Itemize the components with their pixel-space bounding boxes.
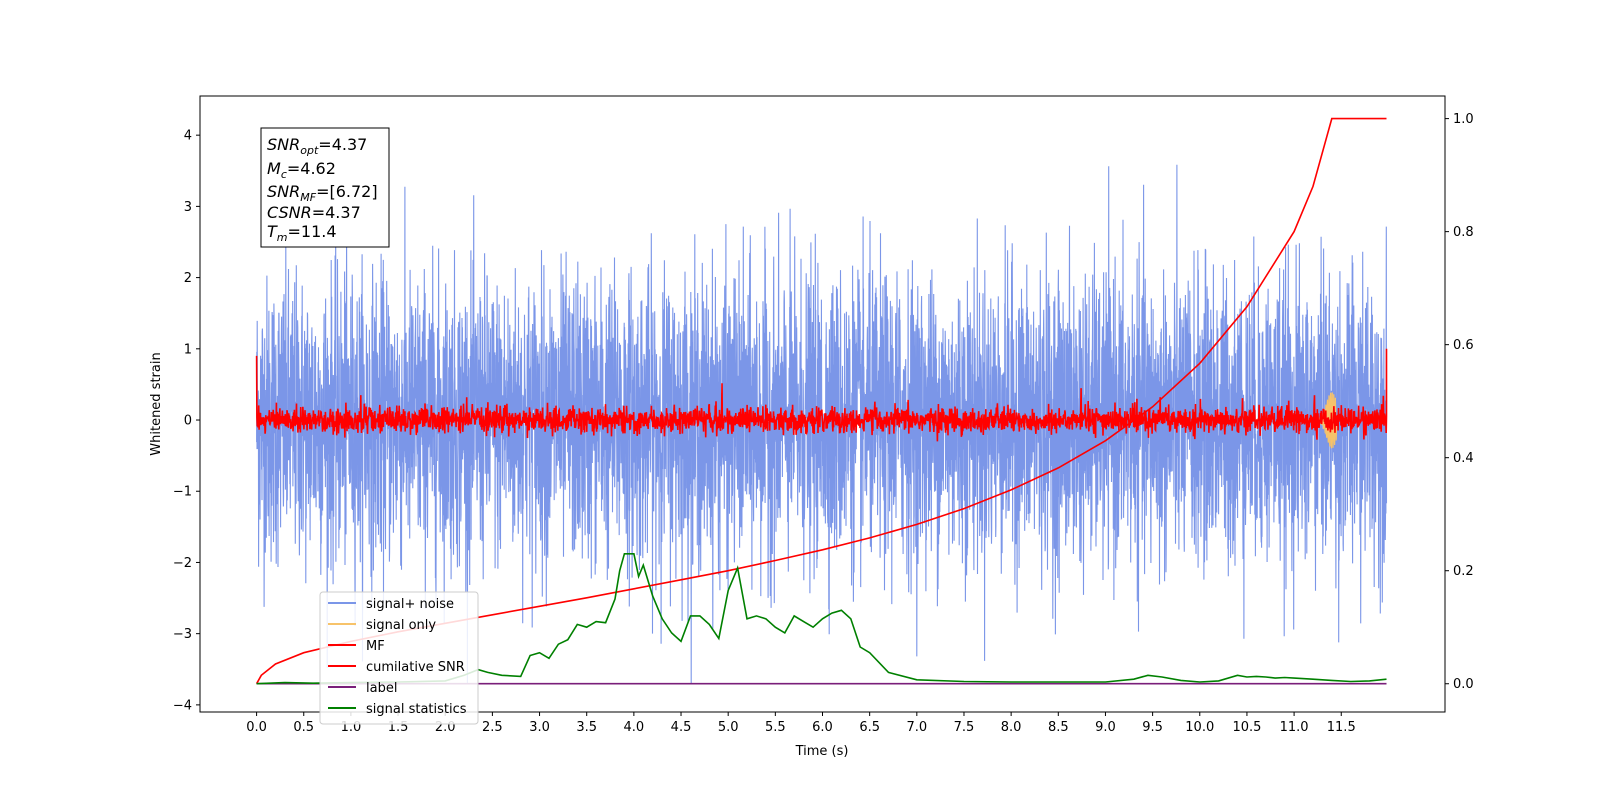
x-tick-label: 7.5: [954, 720, 975, 735]
legend-label-cumulative-snr: cumilative SNR: [366, 660, 465, 675]
x-axis-label: Time (s): [795, 744, 849, 759]
y-axis-label: Whitened strain: [149, 352, 164, 455]
x-tick-label: 8.0: [1001, 720, 1022, 735]
x-tick-label: 6.5: [859, 720, 880, 735]
x-tick-label: 10.0: [1185, 720, 1214, 735]
info-csnr: CSNR=4.37: [267, 203, 361, 222]
y-tick-label: 1: [184, 342, 192, 357]
x-tick-label: 4.5: [671, 720, 692, 735]
x-tick-label: 4.0: [624, 720, 645, 735]
legend: signal+ noise signal only MF cumilative …: [319, 591, 479, 725]
x-tick-label: 3.5: [576, 720, 597, 735]
legend-label-label: label: [366, 681, 397, 696]
y-tick-label: −4: [173, 698, 192, 713]
x-tick-label: 9.0: [1095, 720, 1116, 735]
x-tick-label: 5.5: [765, 720, 786, 735]
x-tick-label: 5.0: [718, 720, 739, 735]
info-box: SNRopt=4.37 Mc=4.62 SNRMF=[6.72] CSNR=4.…: [260, 127, 390, 248]
x-tick-label: 2.5: [482, 720, 503, 735]
y-tick-label: 3: [184, 200, 192, 215]
info-tm: Tm=11.4: [267, 222, 337, 244]
legend-label-signal-statistics: signal statistics: [366, 702, 467, 717]
y2-tick-label: 0.0: [1453, 677, 1474, 692]
y-tick-label: −1: [173, 485, 192, 500]
legend-label-signal-only: signal only: [366, 618, 436, 633]
series-signal-statistics: [256, 553, 1387, 685]
y-tick-label: −2: [173, 556, 192, 571]
x-tick-label: 3.0: [529, 720, 550, 735]
y-tick-label: 0: [184, 414, 192, 429]
x-tick-label: 7.0: [906, 720, 927, 735]
x-tick-label: 0.5: [293, 720, 314, 735]
y-tick-label: −3: [173, 627, 192, 642]
y-axis-left: −4 −3 −2 −1 0 1 2 3 4: [173, 129, 200, 713]
y-axis-right: 0.0 0.2 0.4 0.6 0.8 1.0: [1445, 112, 1474, 692]
x-tick-label: 9.5: [1142, 720, 1163, 735]
info-mc: Mc=4.62: [267, 159, 336, 181]
y2-tick-label: 0.8: [1453, 225, 1474, 240]
y2-tick-label: 0.6: [1453, 338, 1474, 353]
x-tick-label: 6.0: [812, 720, 833, 735]
x-tick-label: 0.0: [246, 720, 267, 735]
info-box-frame: [260, 127, 390, 248]
series-mf: [255, 348, 1388, 442]
x-tick-label: 8.5: [1048, 720, 1069, 735]
x-tick-label: 11.5: [1327, 720, 1356, 735]
x-tick-label: 11.0: [1280, 720, 1309, 735]
info-snr-mf: SNRMF=[6.72]: [267, 182, 378, 204]
legend-frame: [319, 591, 479, 725]
series-signal-noise: [256, 164, 1388, 684]
x-tick-label: 10.5: [1232, 720, 1261, 735]
info-snr-opt: SNRopt=4.37: [267, 135, 367, 157]
y2-tick-label: 0.2: [1453, 564, 1474, 579]
y-tick-label: 4: [184, 129, 192, 144]
y-tick-label: 2: [184, 271, 192, 286]
legend-label-signal-noise: signal+ noise: [366, 597, 454, 612]
y2-tick-label: 0.4: [1453, 451, 1474, 466]
legend-label-mf: MF: [366, 639, 385, 654]
y2-tick-label: 1.0: [1453, 112, 1474, 127]
